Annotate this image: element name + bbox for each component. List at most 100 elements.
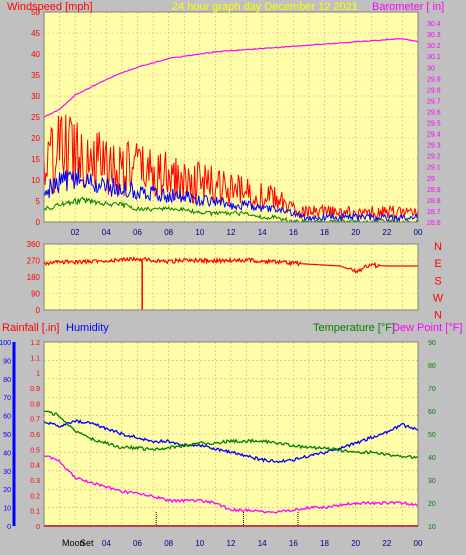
- direction-series: [43, 256, 418, 310]
- baro-y-tick: 29.2: [427, 154, 441, 161]
- rainfall-axis-label: Rainfall [.in]: [2, 322, 59, 334]
- temp-y-tick: 70: [428, 386, 436, 393]
- compass-tick: S: [434, 275, 441, 287]
- temp-y-tick: 30: [428, 478, 436, 485]
- wind-x-tick: 02: [71, 228, 80, 237]
- windspeed-axis-label: Windspeed [mph]: [7, 1, 93, 13]
- humidity-y-tick: 30: [3, 469, 11, 476]
- wind-x-tick: 22: [382, 228, 391, 237]
- direction-line: [43, 256, 418, 274]
- baro-y-tick: 29.7: [427, 98, 441, 105]
- temp-x-tick: 04: [102, 539, 111, 548]
- direction-y-tick: 180: [27, 273, 41, 282]
- baro-y-tick: 29: [427, 176, 435, 183]
- humidity-y-tick: 70: [3, 395, 11, 402]
- temp-x-tick: 06: [133, 539, 142, 548]
- wind-x-tick: 14: [258, 228, 267, 237]
- temp-x-tick: 12: [227, 539, 236, 548]
- temp-x-tick: 18: [320, 539, 329, 548]
- temp-y-tick: 20: [428, 501, 436, 508]
- wind-series: [43, 114, 419, 224]
- wind-y-tick: 45: [31, 29, 40, 38]
- wind-x-tick: 06: [133, 228, 142, 237]
- temp-x-tick: 08: [164, 539, 173, 548]
- rain-y-tick: 1.1: [30, 355, 40, 362]
- wind-y-tick: 15: [31, 155, 40, 164]
- wind-x-tick: 20: [351, 228, 360, 237]
- baro-y-tick: 28.9: [427, 187, 441, 194]
- baro-y-tick: 29.8: [427, 87, 441, 94]
- baro-y-tick: 29.4: [427, 132, 441, 139]
- rain-y-tick: 1.2: [30, 340, 40, 347]
- rain-y-tick: 0.5: [30, 447, 40, 454]
- temp-y-tick: 80: [428, 363, 436, 370]
- wind-y-tick: 0: [36, 218, 41, 227]
- wind-tick-labels: 0 5 10 15 20 25 30 35 40 45 50 28.6 28.7 28.8 28.9 29 29…: [31, 8, 441, 237]
- temp-y-tick: 10: [428, 524, 436, 531]
- baro-y-tick: 30.1: [427, 54, 441, 61]
- wind-y-tick: 20: [31, 134, 40, 143]
- rain-y-tick: 0.1: [30, 509, 40, 516]
- moon-label: Moon: [62, 538, 85, 548]
- dew_point-line: [43, 454, 419, 514]
- wind-x-tick: 18: [320, 228, 329, 237]
- wind-x-tick: 00: [414, 228, 423, 237]
- humidity-y-tick: 60: [3, 414, 11, 421]
- baro-y-tick: 30.2: [427, 43, 441, 50]
- temp-x-tick: 10: [195, 539, 204, 548]
- moonset-label: Set: [80, 538, 94, 548]
- compass-tick: N: [434, 310, 442, 322]
- humidity-y-tick: 0: [7, 524, 11, 531]
- temp-x-tick: 00: [414, 539, 423, 548]
- rain-y-tick: 0.4: [30, 463, 40, 470]
- temp-y-tick: 60: [428, 409, 436, 416]
- rain-y-tick: 0.8: [30, 401, 40, 408]
- rain-y-tick: 0.9: [30, 386, 40, 393]
- wind-plot-frame: [43, 11, 419, 223]
- barometer-axis-label: Barometer [ in]: [372, 1, 444, 13]
- wind-gridlines: [44, 11, 418, 223]
- rain-y-tick: 0.2: [30, 493, 40, 500]
- wind-x-tick: 08: [164, 228, 173, 237]
- direction-y-tick: 90: [31, 290, 40, 299]
- temp-plot-frame: [43, 341, 419, 527]
- wind-y-tick: 35: [31, 71, 40, 80]
- wind-y-tick: 5: [36, 197, 41, 206]
- wind-x-tick: 10: [195, 228, 204, 237]
- wind-x-tick: 04: [102, 228, 111, 237]
- baro-y-tick: 29.9: [427, 76, 441, 83]
- wind-x-tick: 12: [227, 228, 236, 237]
- rain-y-tick: 1: [36, 371, 40, 378]
- temperature-axis-label: Temperature [°F]: [313, 322, 395, 334]
- rain-y-tick: 0.7: [30, 417, 40, 424]
- direction-y-tick: 360: [27, 240, 41, 249]
- temp-gridlines: [44, 341, 418, 527]
- direction-y-tick: 270: [27, 257, 41, 266]
- wind-y-tick: 10: [31, 176, 40, 185]
- wind-y-tick: 40: [31, 50, 40, 59]
- temp-tick-labels: 010203040506070809010000.10.20.30.40.50.…: [0, 340, 436, 548]
- temperature-line: [43, 410, 419, 460]
- temp-y-tick: 40: [428, 455, 436, 462]
- humidity-y-tick: 100: [0, 340, 11, 347]
- baro-y-tick: 30: [427, 65, 435, 72]
- temp-y-tick: 90: [428, 340, 436, 347]
- barometer-series: [43, 37, 419, 118]
- temp-x-tick: 22: [382, 539, 391, 548]
- baro-y-tick: 30.4: [427, 21, 441, 28]
- compass-tick: W: [433, 292, 444, 304]
- baro-y-tick: 29.3: [427, 143, 441, 150]
- compass-tick: E: [434, 258, 441, 270]
- humidity-y-tick: 20: [3, 487, 11, 494]
- humidity-line: [43, 418, 419, 464]
- chart-title: 24 hour graph day December 12 2021: [172, 1, 358, 13]
- humidity-y-tick: 10: [3, 506, 11, 513]
- wind-x-tick: 16: [289, 228, 298, 237]
- baro-y-tick: 30.3: [427, 32, 441, 39]
- wind-average-line: [43, 168, 419, 223]
- temp-x-tick: 20: [351, 539, 360, 548]
- rain-y-tick: 0.3: [30, 478, 40, 485]
- humidity-y-tick: 40: [3, 450, 11, 457]
- temp-x-tick: 16: [289, 539, 298, 548]
